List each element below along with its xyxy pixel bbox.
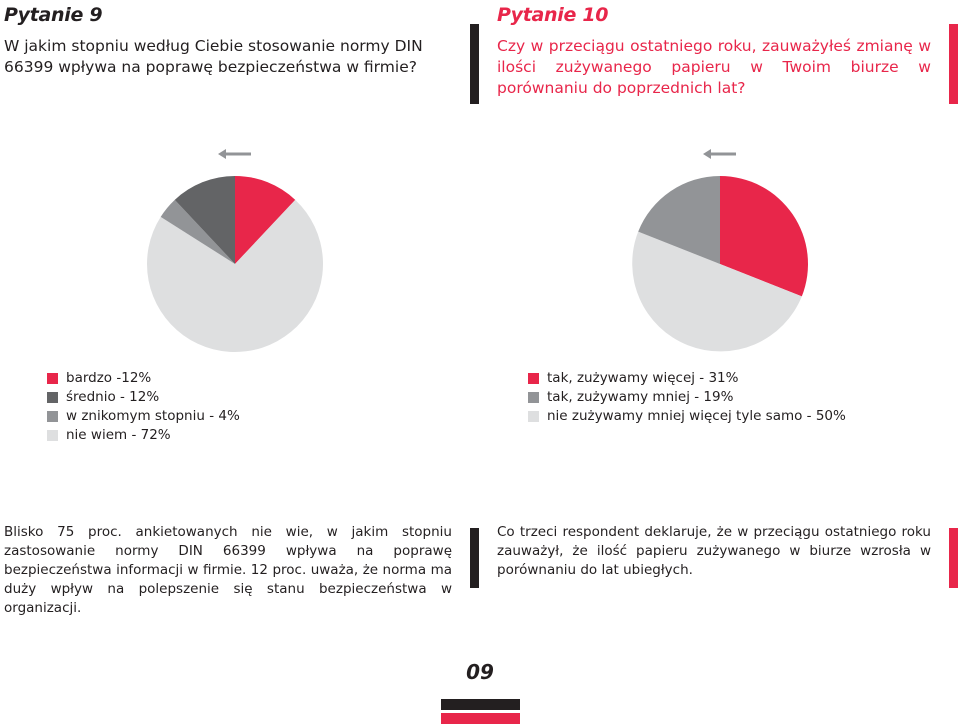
legend-swatch <box>47 430 58 441</box>
q10-divider-bar <box>949 24 958 104</box>
q10-summary-divider-bar <box>949 528 958 588</box>
legend-swatch <box>528 411 539 422</box>
footer-black-bar <box>441 699 520 710</box>
legend-swatch <box>47 411 58 422</box>
q9-question-text: W jakim stopniu według Ciebie stosowanie… <box>4 37 423 76</box>
q9-legend: bardzo -12% średnio - 12% w znikomym sto… <box>47 369 240 445</box>
legend-item: tak, zużywamy mniej - 19% <box>528 388 846 407</box>
legend-swatch <box>47 392 58 403</box>
legend-label: bardzo -12% <box>66 370 152 386</box>
q10-title: Pytanie 10 <box>497 4 609 26</box>
q9-pie-chart <box>147 176 324 353</box>
legend-item: tak, zużywamy więcej - 31% <box>528 369 846 388</box>
left-arrow-icon <box>218 149 251 159</box>
legend-item: bardzo -12% <box>47 369 240 388</box>
q10-legend: tak, zużywamy więcej - 31% tak, zużywamy… <box>528 369 846 426</box>
footer-red-bar <box>441 713 520 724</box>
legend-label: tak, zużywamy więcej - 31% <box>547 370 739 386</box>
pie-slice <box>174 176 235 264</box>
pie-slice <box>720 176 808 297</box>
q9-summary-divider-bar <box>470 528 479 588</box>
pie-slice <box>147 199 324 353</box>
q9-summary: Blisko 75 proc. ankietowanych nie wie, w… <box>4 524 452 616</box>
pie-slice <box>160 199 235 264</box>
legend-label: w znikomym stopniu - 4% <box>66 408 240 424</box>
legend-swatch <box>528 373 539 384</box>
legend-label: nie zużywamy mniej więcej tyle samo - 50… <box>547 408 846 424</box>
pie-slice <box>632 231 802 352</box>
pie-slice <box>638 176 720 264</box>
legend-label: nie wiem - 72% <box>66 427 171 443</box>
q10-summary: Co trzeci respondent deklaruje, że w prz… <box>497 524 931 578</box>
legend-item: nie wiem - 72% <box>47 426 240 445</box>
legend-item: w znikomym stopniu - 4% <box>47 407 240 426</box>
legend-label: tak, zużywamy mniej - 19% <box>547 389 734 405</box>
q10-question-text: Czy w przeciągu ostatniego roku, zauważy… <box>497 37 931 97</box>
legend-swatch <box>47 373 58 384</box>
left-arrow-icon <box>703 149 736 159</box>
page-number: 09 <box>466 660 494 684</box>
legend-swatch <box>528 392 539 403</box>
q9-title: Pytanie 9 <box>4 4 103 26</box>
q10-pie-chart <box>632 176 808 352</box>
legend-item: nie zużywamy mniej więcej tyle samo - 50… <box>528 407 846 426</box>
legend-item: średnio - 12% <box>47 388 240 407</box>
pie-slice <box>235 176 296 264</box>
legend-label: średnio - 12% <box>66 389 160 405</box>
q9-divider-bar <box>470 24 479 104</box>
